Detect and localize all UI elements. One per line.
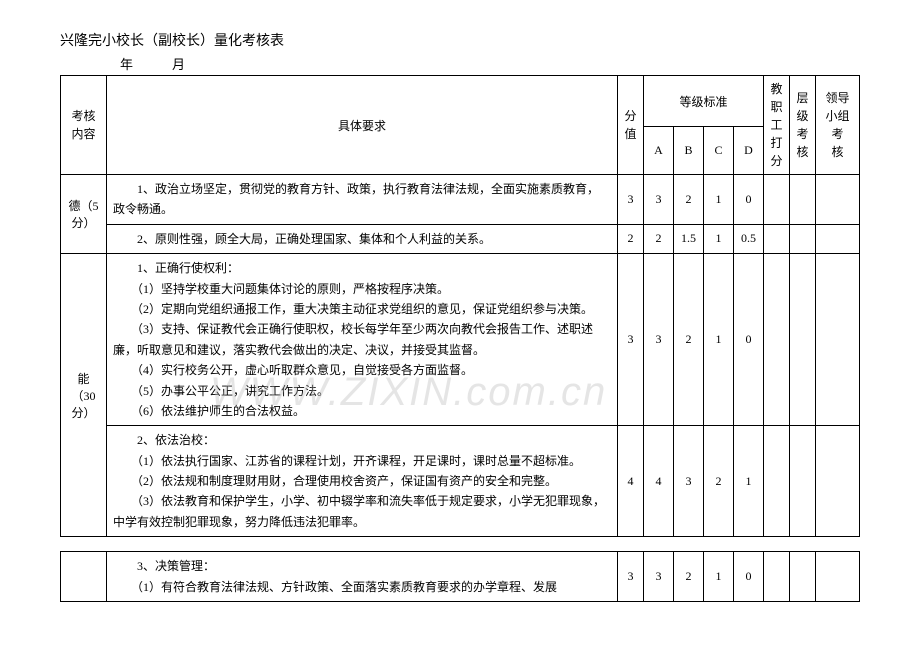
cell-de2-level bbox=[790, 224, 816, 253]
cell-de2-lead bbox=[816, 224, 860, 253]
cell-de2-staff bbox=[764, 224, 790, 253]
cell-de1-d: 0 bbox=[733, 175, 763, 225]
neng2-l1: （1）依法执行国家、江苏省的课程计划，开齐课程，开足课时，课时总量不超标准。 bbox=[113, 454, 581, 468]
cell-neng2-lead bbox=[816, 426, 860, 537]
neng1-l2: （2）定期向党组织通报工作，重大决策主动征求党组织的意见，保证党组织参与决策。 bbox=[113, 302, 593, 316]
hdr-staff: 教职工打分 bbox=[764, 76, 790, 175]
cell-neng2-c: 2 bbox=[703, 426, 733, 537]
cell-sep1-a: 3 bbox=[644, 552, 674, 602]
cat-neng: 能（30分） bbox=[61, 254, 107, 537]
table-gap bbox=[60, 537, 860, 551]
hdr-grade-b: B bbox=[673, 127, 703, 175]
row-neng-2: 2、依法治校： （1）依法执行国家、江苏省的课程计划，开齐课程，开足课时，课时总… bbox=[61, 426, 860, 537]
cell-neng2-a: 4 bbox=[643, 426, 673, 537]
hdr-grade-group: 等级标准 bbox=[643, 76, 763, 127]
neng1-l3: （3）支持、保证教代会正确行使职权，校长每学年至少两次向教代会报告工作、述职述廉… bbox=[113, 322, 593, 356]
cell-neng2-staff bbox=[764, 426, 790, 537]
cell-de1-lead bbox=[816, 175, 860, 225]
cell-de1-b: 2 bbox=[673, 175, 703, 225]
cell-sep1-c: 1 bbox=[704, 552, 734, 602]
cell-de2-c: 1 bbox=[703, 224, 733, 253]
cell-sep1-d: 0 bbox=[734, 552, 764, 602]
row-de-1: 德（5分） 1、政治立场坚定，贯彻党的教育方针、政策，执行教育法律法规，全面实施… bbox=[61, 175, 860, 225]
cell-neng1-level bbox=[790, 254, 816, 426]
assessment-table: 考核内容 具体要求 分值 等级标准 教职工打分 层级考核 领导小组考 核 A B… bbox=[60, 75, 860, 537]
score-neng-2: 4 bbox=[617, 426, 643, 537]
cat-de: 德（5分） bbox=[61, 175, 107, 254]
sep1-l1: （1）有符合教育法律法规、方针政策、全面落实素质教育要求的办学章程、发展 bbox=[113, 580, 557, 594]
cell-de1-level bbox=[790, 175, 816, 225]
cell-neng1-d: 0 bbox=[733, 254, 763, 426]
score-sep-1: 3 bbox=[618, 552, 644, 602]
doc-subtitle: 年 月 bbox=[60, 54, 860, 73]
hdr-grade-c: C bbox=[703, 127, 733, 175]
cell-sep1-staff bbox=[764, 552, 790, 602]
neng1-l1: （1）坚持学校重大问题集体讨论的原则，严格按程序决策。 bbox=[113, 282, 449, 296]
row-de-2: 2、原则性强，顾全大局，正确处理国家、集体和个人利益的关系。 2 2 1.5 1… bbox=[61, 224, 860, 253]
req-de-1: 1、政治立场坚定，贯彻党的教育方针、政策，执行教育法律法规，全面实施素质教育，政… bbox=[107, 175, 618, 225]
cell-neng1-c: 1 bbox=[703, 254, 733, 426]
neng2-l3: （3）依法教育和保护学生，小学、初中辍学率和流失率低于规定要求，小学无犯罪现象，… bbox=[113, 494, 605, 528]
cell-neng1-staff bbox=[764, 254, 790, 426]
row-sep-1: 3、决策管理： （1）有符合教育法律法规、方针政策、全面落实素质教育要求的办学章… bbox=[61, 552, 860, 602]
score-neng-1: 3 bbox=[617, 254, 643, 426]
sep1-l0: 3、决策管理： bbox=[113, 559, 215, 573]
cell-de2-b: 1.5 bbox=[673, 224, 703, 253]
hdr-grade-d: D bbox=[733, 127, 763, 175]
cell-de1-a: 3 bbox=[643, 175, 673, 225]
cell-de2-d: 0.5 bbox=[733, 224, 763, 253]
neng1-l4: （4）实行校务公开，虚心听取群众意见，自觉接受各方面监督。 bbox=[113, 363, 473, 377]
cell-sep1-level bbox=[790, 552, 816, 602]
row-neng-1: 能（30分） 1、正确行使权利： （1）坚持学校重大问题集体讨论的原则，严格按程… bbox=[61, 254, 860, 426]
cell-de1-c: 1 bbox=[703, 175, 733, 225]
cell-neng2-b: 3 bbox=[673, 426, 703, 537]
neng1-l0: 1、正确行使权利： bbox=[113, 261, 239, 275]
score-de-2: 2 bbox=[617, 224, 643, 253]
cell-neng1-b: 2 bbox=[673, 254, 703, 426]
hdr-leader: 领导小组考 核 bbox=[816, 76, 860, 175]
header-row-1: 考核内容 具体要求 分值 等级标准 教职工打分 层级考核 领导小组考 核 bbox=[61, 76, 860, 127]
req-de-2: 2、原则性强，顾全大局，正确处理国家、集体和个人利益的关系。 bbox=[107, 224, 618, 253]
hdr-grade-a: A bbox=[643, 127, 673, 175]
req-neng-2: 2、依法治校： （1）依法执行国家、江苏省的课程计划，开齐课程，开足课时，课时总… bbox=[107, 426, 618, 537]
hdr-category: 考核内容 bbox=[61, 76, 107, 175]
cell-neng2-level bbox=[790, 426, 816, 537]
cell-de2-a: 2 bbox=[643, 224, 673, 253]
neng2-l0: 2、依法治校： bbox=[113, 433, 215, 447]
neng2-l2: （2）依法规和制度理财用财，合理使用校舍资产，保证国有资产的安全和完整。 bbox=[113, 474, 557, 488]
score-de-1: 3 bbox=[617, 175, 643, 225]
hdr-score: 分值 bbox=[617, 76, 643, 175]
hdr-level: 层级考核 bbox=[790, 76, 816, 175]
cell-sep1-b: 2 bbox=[674, 552, 704, 602]
cat-sep bbox=[61, 552, 107, 602]
neng1-l6: （6）依法维护师生的合法权益。 bbox=[113, 404, 305, 418]
hdr-requirement: 具体要求 bbox=[107, 76, 618, 175]
cell-neng1-lead bbox=[816, 254, 860, 426]
req-sep-1: 3、决策管理： （1）有符合教育法律法规、方针政策、全面落实素质教育要求的办学章… bbox=[107, 552, 618, 602]
cell-neng1-a: 3 bbox=[643, 254, 673, 426]
cell-de1-staff bbox=[764, 175, 790, 225]
req-neng-1: 1、正确行使权利： （1）坚持学校重大问题集体讨论的原则，严格按程序决策。 （2… bbox=[107, 254, 618, 426]
doc-title: 兴隆完小校长（副校长）量化考核表 bbox=[60, 30, 860, 50]
cell-sep1-lead bbox=[816, 552, 860, 602]
cell-neng2-d: 1 bbox=[733, 426, 763, 537]
assessment-table-2: 3、决策管理： （1）有符合教育法律法规、方针政策、全面落实素质教育要求的办学章… bbox=[60, 551, 860, 602]
neng1-l5: （5）办事公平公正，讲究工作方法。 bbox=[113, 384, 329, 398]
